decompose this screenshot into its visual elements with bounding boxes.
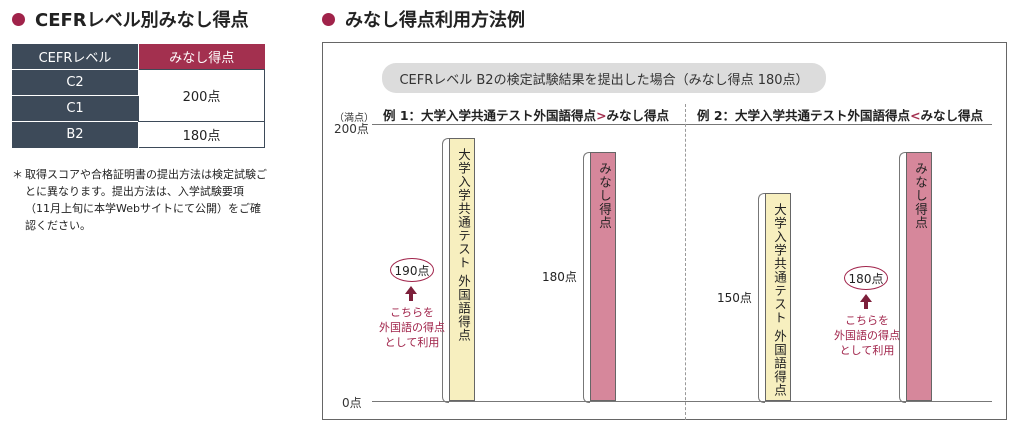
example2-minashi-value: 180点 [844, 266, 888, 290]
bullet-dot-icon [322, 12, 335, 26]
example2-common-test-label: 大学入学共通テスト 外国語得点 [772, 203, 787, 398]
y-bottom-label: 0点 [342, 396, 362, 410]
cefr-heading-text: CEFRレベル別みなし得点 [35, 10, 249, 31]
example2-minashi-bar [906, 151, 932, 401]
example2-title: 例 2：大学入学共通テスト外国語得点<みなし得点 [697, 108, 984, 123]
example1-common-test-value: 190点 [390, 258, 434, 282]
example1-common-test-label: 大学入学共通テスト 外国語得点 [456, 147, 471, 342]
usage-heading: みなし得点利用方法例 [322, 6, 525, 32]
example1-minashi-bracket [583, 151, 590, 403]
example2-minashi-label: みなし得点 [913, 161, 928, 230]
max-line [372, 124, 992, 125]
note: ＊ 取得スコアや合格証明書の提出方法は検定試験ごとに異なります。提出方法は、入学… [12, 166, 268, 234]
divider [685, 104, 686, 420]
unit-label: （満点） [334, 113, 374, 124]
example1-common-test-bracket [442, 137, 449, 403]
table-row: B2 180点 [12, 121, 265, 148]
score-cell: 200点 [138, 69, 265, 122]
example2-minashi-bracket [899, 151, 906, 403]
y-top-label: 200点 [334, 122, 369, 136]
up-arrow-icon [405, 286, 417, 294]
up-arrow-icon [860, 294, 872, 302]
example1-callout: こちらを 外国語の得点 として利用 [379, 306, 445, 349]
usage-heading-text: みなし得点利用方法例 [345, 10, 525, 31]
table-row: C1 [12, 95, 265, 122]
baseline [372, 401, 992, 402]
level-cell: B2 [12, 121, 139, 148]
level-cell: C2 [12, 69, 139, 96]
bullet-dot-icon [12, 12, 25, 26]
example1-minashi-value: 180点 [542, 270, 577, 285]
score-cell: 180点 [138, 121, 265, 148]
example1-title: 例 1：大学入学共通テスト外国語得点>みなし得点 [383, 108, 670, 123]
example1-minashi-bar [590, 151, 616, 401]
example1-minashi-label: みなし得点 [597, 161, 612, 230]
banner: CEFRレベル B2の検定試験結果を提出した場合（みなし得点 180点） [382, 63, 826, 93]
example1-common-test-bar [449, 137, 475, 401]
note-asterisk: ＊ [12, 168, 23, 181]
up-arrow-stem [409, 294, 413, 301]
level-cell: C1 [12, 95, 139, 122]
cefr-heading: CEFRレベル別みなし得点 [12, 6, 249, 32]
note-text: 取得スコアや合格証明書の提出方法は検定試験ごとに異なります。提出方法は、入学試験… [25, 168, 267, 232]
example2-common-test-bracket [758, 193, 765, 403]
usage-panel [322, 42, 1007, 420]
table-header-level: CEFRレベル [12, 44, 139, 70]
table-header-score: みなし得点 [138, 44, 265, 70]
table-row: C2 200点 [12, 69, 265, 122]
example2-callout: こちらを 外国語の得点 として利用 [834, 314, 900, 357]
example2-common-test-value: 150点 [717, 291, 752, 306]
up-arrow-stem [864, 302, 868, 309]
cefr-table: CEFRレベル みなし得点 C2 200点 C1 B2 180点 [12, 44, 265, 148]
example2-common-test-bar [765, 193, 791, 401]
